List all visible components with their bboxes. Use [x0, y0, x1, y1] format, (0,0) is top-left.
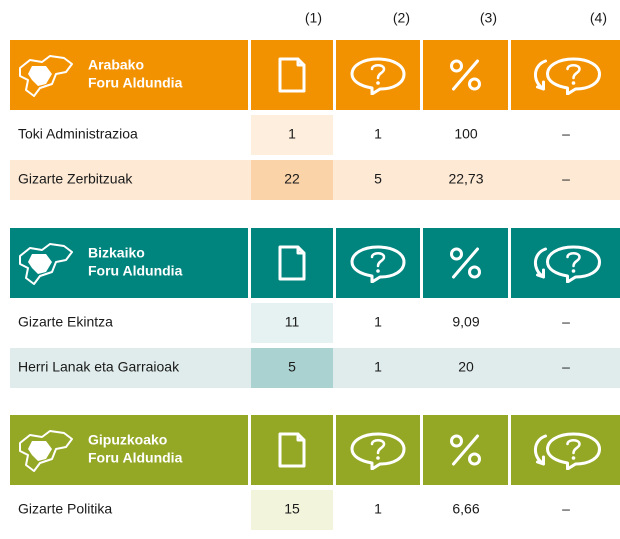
column-header: (2) [393, 10, 410, 26]
cell-value: 15 [284, 501, 300, 517]
section-title: Bizkaiko [88, 245, 145, 261]
header-cell [511, 228, 620, 298]
cell-value: 1 [288, 126, 296, 142]
cell-value: 1 [374, 501, 382, 517]
cell-value: – [562, 171, 570, 187]
cell-highlight [251, 115, 333, 155]
cell-value: 22,73 [448, 171, 483, 187]
cell-highlight [251, 303, 333, 343]
column-header: (4) [590, 10, 607, 26]
row-label: Toki Administrazioa [18, 126, 138, 142]
cell-value: 5 [288, 359, 296, 375]
section-title: Foru Aldundia [88, 75, 183, 91]
row-label: Herri Lanak eta Garraioak [18, 359, 180, 375]
row-label: Gizarte Ekintza [18, 314, 113, 330]
cell-value: 5 [374, 171, 382, 187]
cell-value: 11 [285, 314, 300, 330]
section-title: Gipuzkoako [88, 432, 167, 448]
header-cell [511, 415, 620, 485]
cell-value: – [562, 314, 570, 330]
column-header: (1) [305, 10, 322, 26]
cell-value: 9,09 [452, 314, 479, 330]
cell-value: 20 [458, 359, 474, 375]
column-header: (3) [480, 10, 497, 26]
cell-value: 22 [284, 171, 300, 187]
cell-value: – [562, 359, 570, 375]
section-title: Arabako [88, 57, 144, 73]
section-title: Foru Aldundia [88, 263, 183, 279]
header-cell [251, 415, 333, 485]
header-cell [251, 40, 333, 110]
header-cell [511, 40, 620, 110]
cell-value: – [562, 501, 570, 517]
cell-value: 1 [374, 126, 382, 142]
cell-value: 1 [374, 314, 382, 330]
cell-highlight [251, 490, 333, 530]
cell-value: – [562, 126, 570, 142]
cell-highlight [251, 348, 333, 388]
cell-value: 6,66 [452, 501, 479, 517]
cell-value: 100 [454, 126, 478, 142]
cell-value: 1 [374, 359, 382, 375]
row-label: Gizarte Zerbitzuak [18, 171, 133, 187]
section-title: Foru Aldundia [88, 450, 183, 466]
cell-highlight [251, 160, 333, 200]
row-label: Gizarte Politika [18, 501, 112, 517]
header-cell [251, 228, 333, 298]
